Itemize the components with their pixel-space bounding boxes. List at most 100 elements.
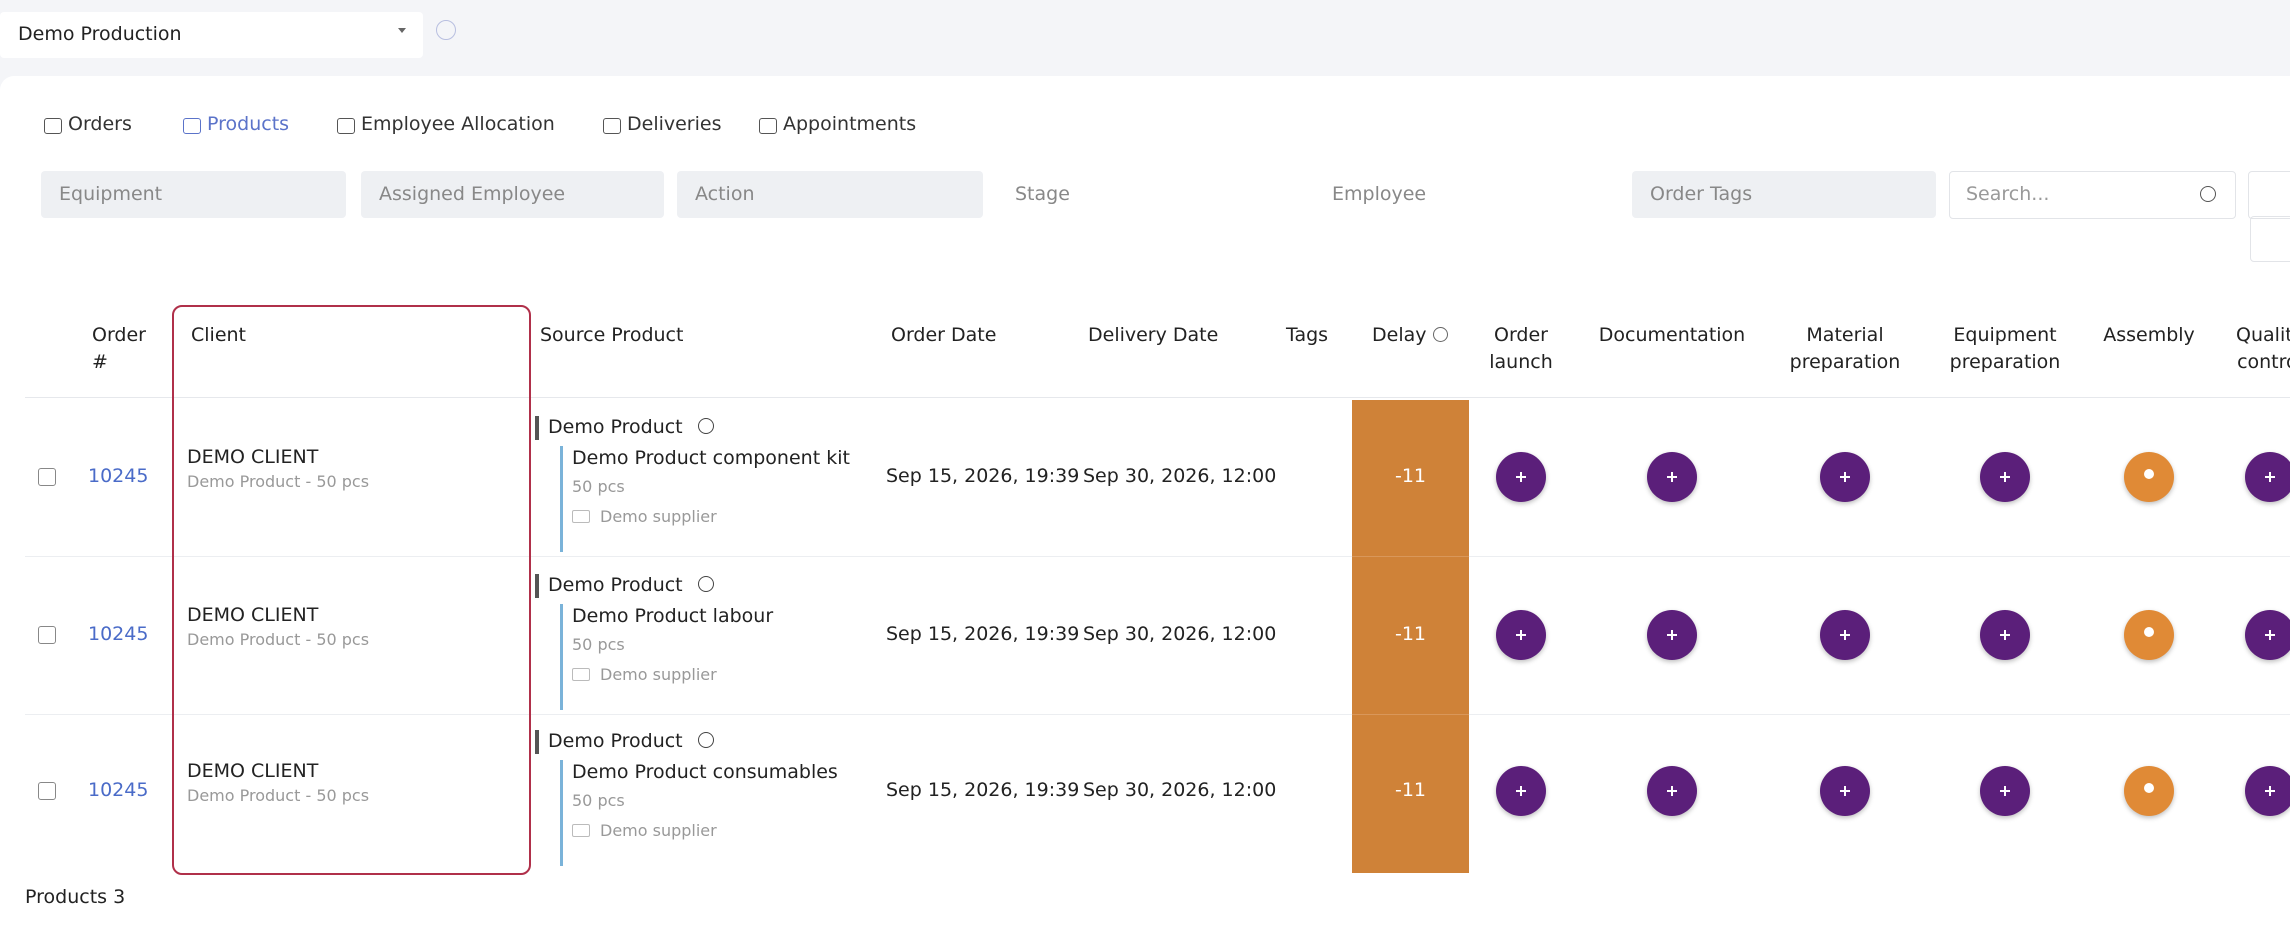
plus-icon: [1844, 786, 1846, 796]
order-link[interactable]: 10245: [88, 623, 149, 645]
source-product: Demo Product: [548, 730, 683, 752]
filter-box[interactable]: [1632, 171, 1936, 218]
plus-icon: [2269, 472, 2271, 482]
component-bar: [560, 446, 563, 552]
plus-icon: [2004, 630, 2006, 640]
filter-label: Assigned Employee: [379, 183, 566, 205]
truck-icon: [572, 510, 590, 523]
dropdown[interactable]: [0, 12, 423, 58]
footer-count: Products 3: [25, 886, 126, 908]
truck-icon: [572, 824, 590, 837]
delay-divider: [1352, 556, 1469, 557]
header-divider: [25, 397, 2290, 398]
column-header: Delay: [1372, 324, 1427, 346]
row-divider: [25, 714, 2290, 715]
info-icon: [698, 576, 714, 592]
checkbox[interactable]: [38, 468, 56, 486]
supplier: Demo supplier: [600, 821, 717, 840]
truck-icon: [572, 668, 590, 681]
plus-icon: [1520, 472, 1522, 482]
quantity: 50 pcs: [572, 635, 625, 654]
plus-icon: [1671, 472, 1673, 482]
filter-box[interactable]: [677, 171, 983, 218]
column-header: Delivery Date: [1088, 324, 1219, 346]
help-icon: [1433, 327, 1448, 342]
info-icon: [698, 732, 714, 748]
order-link[interactable]: 10245: [88, 779, 149, 801]
quantity: 50 pcs: [572, 477, 625, 496]
search-box[interactable]: [1949, 171, 2236, 219]
plus-icon: [2004, 472, 2006, 482]
order-date: Sep 15, 2026, 19:39: [886, 779, 1080, 801]
panel: [0, 76, 2290, 950]
tab[interactable]: Deliveries: [627, 113, 722, 135]
client-detail: Demo Product - 50 pcs: [187, 786, 370, 805]
column-header: Equipment preparation: [1949, 324, 2061, 373]
toolbar-button[interactable]: [2248, 171, 2290, 219]
tab-icon: [603, 118, 621, 134]
info-icon: [698, 418, 714, 434]
plus-icon: [1671, 630, 1673, 640]
highlight-box: [172, 305, 531, 875]
plus-icon: [1844, 630, 1846, 640]
tab[interactable]: Products: [207, 113, 290, 135]
plus-icon: [1844, 472, 1846, 482]
column-header: Assembly: [2103, 324, 2195, 346]
delay-divider: [1352, 714, 1469, 715]
plus-icon: [1671, 786, 1673, 796]
column-header: Order launch: [1489, 324, 1553, 373]
order-link[interactable]: 10245: [88, 465, 149, 487]
source-product: Demo Product: [548, 574, 683, 596]
supplier: Demo supplier: [600, 507, 717, 526]
checkbox[interactable]: [38, 626, 56, 644]
row-divider: [25, 556, 2290, 557]
tab[interactable]: Employee Allocation: [361, 113, 555, 135]
product-bar: [535, 574, 539, 598]
filter-label: Stage: [1015, 183, 1070, 205]
column-header: Tags: [1286, 324, 1329, 346]
component-bar: [560, 760, 563, 866]
plus-icon: [1520, 786, 1522, 796]
client-detail: Demo Product - 50 pcs: [187, 630, 370, 649]
component: Demo Product labour: [572, 605, 774, 627]
filter-box[interactable]: [361, 171, 664, 218]
column-header: Quality control: [2236, 324, 2290, 373]
source-product: Demo Product: [548, 416, 683, 438]
plus-icon: [2269, 630, 2271, 640]
tab-icon: [44, 118, 62, 134]
filter-label: Employee: [1332, 183, 1427, 205]
product-bar: [535, 730, 539, 754]
component: Demo Product consumables: [572, 761, 838, 783]
delivery-date: Sep 30, 2026, 12:00: [1083, 623, 1277, 645]
client-name: DEMO CLIENT: [187, 760, 319, 782]
column-header: Client: [191, 324, 247, 346]
help-icon: [2200, 186, 2216, 202]
plus-icon: [2004, 786, 2006, 796]
column-header: Material preparation: [1789, 324, 1901, 373]
component-bar: [560, 604, 563, 710]
quantity: 50 pcs: [572, 791, 625, 810]
order-date: Sep 15, 2026, 19:39: [886, 465, 1080, 487]
tab-icon: [337, 118, 355, 134]
filter-label: Equipment: [59, 183, 163, 205]
tab[interactable]: Orders: [68, 113, 132, 135]
checkbox[interactable]: [38, 782, 56, 800]
column-header: Documentation: [1598, 324, 1746, 346]
component: Demo Product component kit: [572, 447, 850, 469]
column-header: Order Date: [891, 324, 997, 346]
person-icon: [2144, 783, 2154, 793]
plus-icon: [1520, 630, 1522, 640]
info-icon[interactable]: [436, 20, 456, 40]
delay-value: -11: [1394, 465, 1427, 487]
filter-box[interactable]: [41, 171, 346, 218]
delivery-date: Sep 30, 2026, 12:00: [1083, 465, 1277, 487]
tab[interactable]: Appointments: [783, 113, 917, 135]
filter-label: Action: [695, 183, 755, 205]
search-placeholder: Search...: [1966, 183, 2050, 205]
plus-icon: [2269, 786, 2271, 796]
supplier: Demo supplier: [600, 665, 717, 684]
client-name: DEMO CLIENT: [187, 446, 319, 468]
filter-button[interactable]: [2250, 216, 2290, 262]
filter-label: Order Tags: [1650, 183, 1753, 205]
